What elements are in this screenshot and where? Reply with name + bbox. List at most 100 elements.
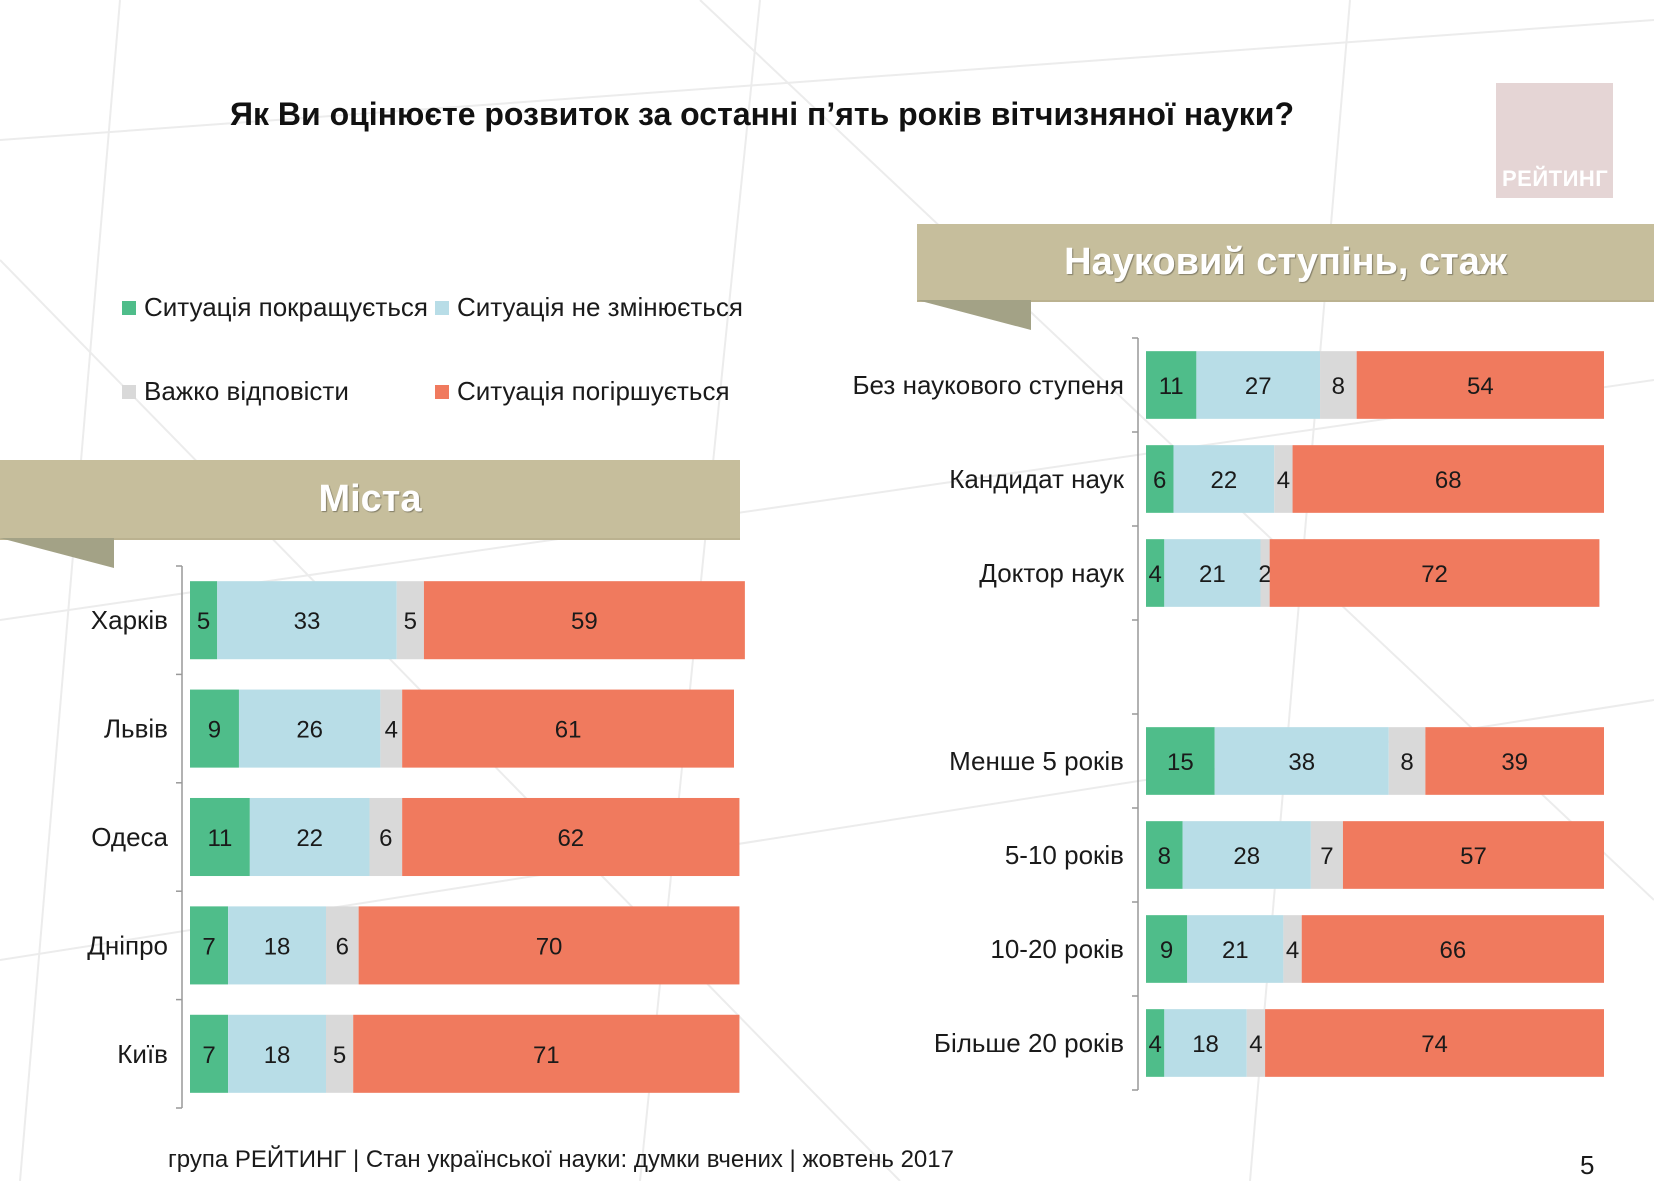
data-label-improving: 15	[1167, 749, 1194, 776]
bar-segment-improving	[1146, 727, 1215, 795]
bar-segment-unchanged	[1214, 727, 1389, 795]
data-label-worsening: 66	[1440, 937, 1467, 964]
bar-segment-worsening	[353, 1014, 740, 1093]
bar-segment-improving	[190, 797, 250, 877]
data-label-unchanged: 33	[294, 608, 321, 635]
data-label-unchanged: 18	[1192, 1031, 1219, 1058]
bar-segment-worsening	[1292, 445, 1604, 513]
category-label: Київ	[117, 1039, 168, 1069]
bar-segment-improving	[1146, 915, 1188, 983]
data-label-improving: 11	[1159, 373, 1184, 400]
page-title: Як Ви оцінюєте розвиток за останні п’ять…	[230, 96, 1294, 132]
category-label: Харків	[91, 605, 168, 635]
data-label-worsening: 72	[1421, 561, 1448, 588]
data-label-hard: 5	[333, 1042, 346, 1069]
bar-segment-hard	[1310, 821, 1343, 889]
bar-segment-hard	[1274, 445, 1293, 513]
bar-segment-worsening	[1425, 727, 1604, 795]
bar-segment-improving	[190, 689, 239, 768]
data-label-hard: 4	[1249, 1031, 1262, 1058]
bar-segment-improving	[1146, 1009, 1165, 1077]
data-label-worsening: 62	[557, 825, 584, 852]
data-label-improving: 5	[197, 608, 210, 635]
legend-item-hard: Важко відповісти	[122, 376, 349, 407]
bar-segment-worsening	[1342, 821, 1604, 889]
legend-label-worsening: Ситуація погіршується	[457, 376, 730, 406]
bar-segment-worsening	[1269, 539, 1600, 607]
data-label-hard: 6	[379, 825, 392, 852]
bar-segment-hard	[326, 1014, 354, 1093]
data-label-worsening: 61	[555, 717, 582, 744]
data-label-worsening: 70	[536, 933, 563, 960]
data-label-hard: 8	[1400, 749, 1413, 776]
bar-segment-hard	[1246, 1009, 1266, 1077]
bar-segment-worsening	[1301, 915, 1604, 983]
data-label-unchanged: 22	[1211, 467, 1238, 494]
legend-label-hard: Важко відповісти	[144, 376, 349, 406]
bar-segment-worsening	[358, 906, 740, 985]
data-label-improving: 9	[208, 717, 221, 744]
category-label: 10-20 років	[990, 934, 1124, 964]
data-label-improving: 7	[202, 933, 215, 960]
bar-segment-improving	[1146, 445, 1174, 513]
bar-segment-hard	[1283, 915, 1302, 983]
data-label-improving: 9	[1160, 937, 1173, 964]
brand-logo: РЕЙТИНГ	[1496, 83, 1613, 198]
legend-swatch-hard	[122, 384, 136, 399]
bar-segment-worsening	[423, 581, 745, 660]
legend-label-unchanged: Ситуація не змінюється	[457, 292, 743, 322]
bar-segment-hard	[1388, 727, 1426, 795]
data-label-unchanged: 21	[1222, 937, 1249, 964]
data-label-unchanged: 21	[1199, 561, 1226, 588]
data-label-hard: 8	[1332, 373, 1345, 400]
category-label: Львів	[104, 714, 168, 744]
bar-segment-improving	[1146, 539, 1165, 607]
bar-segment-improving	[190, 581, 218, 660]
bar-segment-unchanged	[228, 1014, 326, 1093]
data-label-improving: 4	[1148, 1031, 1161, 1058]
cities-banner-fold	[0, 538, 114, 568]
page-number: 5	[1580, 1150, 1595, 1180]
data-label-hard: 6	[336, 933, 349, 960]
bar-segment-unchanged	[1196, 351, 1321, 419]
data-label-worsening: 68	[1435, 467, 1462, 494]
category-label: Одеса	[91, 822, 168, 852]
bar-segment-unchanged	[1164, 1009, 1247, 1077]
bar-segment-hard	[369, 797, 403, 877]
chart-legend: Ситуація покращується Ситуація не змінює…	[120, 292, 760, 422]
data-label-worsening: 57	[1460, 843, 1487, 870]
cities-banner: Міста	[0, 460, 740, 540]
category-label: Доктор наук	[979, 558, 1124, 588]
bar-segment-unchanged	[1187, 915, 1284, 983]
data-label-improving: 11	[207, 825, 232, 852]
bar-segment-hard	[326, 906, 359, 985]
data-label-worsening: 54	[1467, 373, 1494, 400]
data-label-unchanged: 22	[296, 825, 323, 852]
data-label-hard: 4	[385, 717, 398, 744]
data-label-unchanged: 38	[1288, 749, 1315, 776]
bar-segment-unchanged	[238, 689, 381, 768]
legend-item-improving: Ситуація покращується	[122, 292, 428, 323]
bar-segment-improving	[1146, 821, 1183, 889]
legend-swatch-unchanged	[435, 300, 449, 315]
data-label-unchanged: 28	[1233, 843, 1260, 870]
data-label-unchanged: 27	[1245, 373, 1272, 400]
bar-segment-hard	[1260, 539, 1270, 607]
data-label-worsening: 39	[1501, 749, 1528, 776]
category-label: Дніпро	[87, 930, 168, 960]
legend-item-worsening: Ситуація погіршується	[435, 376, 730, 407]
bar-segment-hard	[396, 581, 424, 660]
bar-segment-worsening	[1356, 351, 1604, 419]
footer-text: група РЕЙТИНГ | Стан української науки: …	[168, 1146, 954, 1173]
legend-label-improving: Ситуація покращується	[144, 292, 428, 322]
brand-logo-text: РЕЙТИНГ	[1502, 166, 1609, 191]
bar-segment-worsening	[1265, 1009, 1604, 1077]
bar-segment-hard	[380, 689, 403, 768]
data-label-improving: 4	[1148, 561, 1161, 588]
category-label: Менше 5 років	[949, 746, 1124, 776]
bar-segment-unchanged	[228, 906, 326, 985]
data-label-worsening: 71	[533, 1042, 560, 1069]
data-label-unchanged: 26	[296, 717, 323, 744]
legend-swatch-improving	[122, 300, 136, 315]
